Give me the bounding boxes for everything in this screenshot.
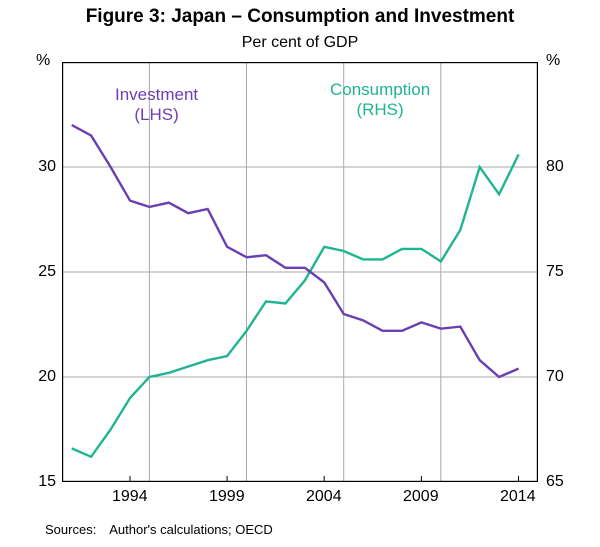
y-left-tick-25: 25 [16,263,56,281]
investment-label-line1: Investment [115,85,198,104]
y-right-tick-75: 75 [546,263,564,281]
consumption-label-line2: (RHS) [356,100,403,119]
consumption-label-line1: Consumption [330,80,430,99]
figure-container: Figure 3: Japan – Consumption and Invest… [0,0,600,547]
figure-subtitle: Per cent of GDP [0,34,600,52]
x-tick-1999: 1999 [209,488,245,506]
x-tick-2009: 2009 [403,488,439,506]
y-left-tick-20: 20 [16,368,56,386]
sources-label: Sources: [45,522,96,537]
x-tick-1994: 1994 [112,488,148,506]
investment-label-line2: (LHS) [134,105,178,124]
consumption-line [72,154,519,456]
y-left-tick-30: 30 [16,158,56,176]
y-left-unit: % [36,52,50,70]
y-left-tick-15: 15 [16,473,56,491]
y-right-tick-80: 80 [546,158,564,176]
consumption-label: Consumption (RHS) [330,80,430,119]
investment-label: Investment (LHS) [115,85,198,124]
sources: Sources: Author's calculations; OECD [45,522,273,537]
chart-plot [62,62,538,482]
x-tick-2004: 2004 [306,488,342,506]
investment-line [72,125,519,377]
y-right-tick-70: 70 [546,368,564,386]
sources-text: Author's calculations; OECD [109,522,273,537]
x-tick-2014: 2014 [500,488,536,506]
y-right-unit: % [546,52,560,70]
figure-title: Figure 3: Japan – Consumption and Invest… [0,6,600,28]
y-right-tick-65: 65 [546,473,564,491]
